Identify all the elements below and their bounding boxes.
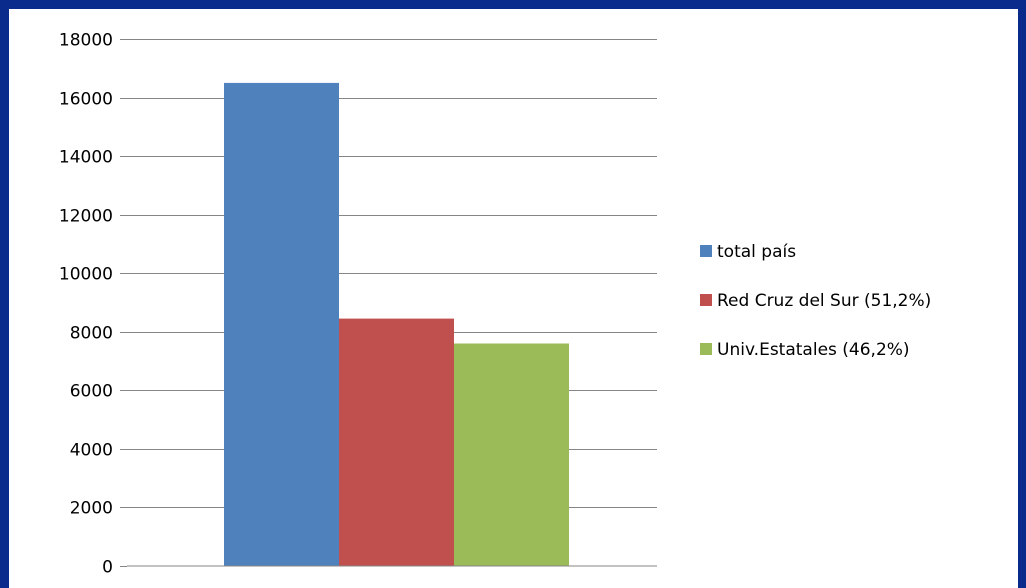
bars: [224, 82, 569, 567]
y-tick-label: 0: [102, 558, 113, 578]
y-tick-label: 10000: [59, 265, 113, 285]
legend-swatch: [700, 245, 712, 257]
y-axis-ticks: 0 2000 4000 6000 8000 10000 12000 14000 16000 180…: [59, 31, 127, 578]
legend-label: total país: [717, 242, 796, 262]
y-tick-label: 18000: [59, 31, 113, 51]
y-tick-label: 2000: [70, 499, 113, 519]
legend-swatch: [700, 343, 712, 355]
y-tick-label: 8000: [70, 324, 113, 344]
y-tick-label: 4000: [70, 441, 113, 461]
bar-1: [224, 82, 339, 567]
legend-label: Univ.Estatales (46,2%): [717, 340, 910, 360]
legend-swatch: [700, 294, 712, 306]
y-tick-label: 16000: [59, 90, 113, 110]
gridlines: [127, 39, 657, 508]
legend-label: Red Cruz del Sur (51,2%): [717, 291, 931, 311]
bar-chart: 0 2000 4000 6000 8000 10000 12000 14000 16000 180…: [59, 31, 931, 578]
y-tick-label: 12000: [59, 207, 113, 227]
bar-3: [454, 343, 569, 566]
bar-2: [339, 318, 454, 566]
y-tick-label: 6000: [70, 382, 113, 402]
y-tick-label: 14000: [59, 148, 113, 168]
legend: total país Red Cruz del Sur (51,2%) Univ.E…: [700, 242, 931, 360]
chart-frame: 0 2000 4000 6000 8000 10000 12000 14000 16000 180…: [9, 9, 1018, 588]
